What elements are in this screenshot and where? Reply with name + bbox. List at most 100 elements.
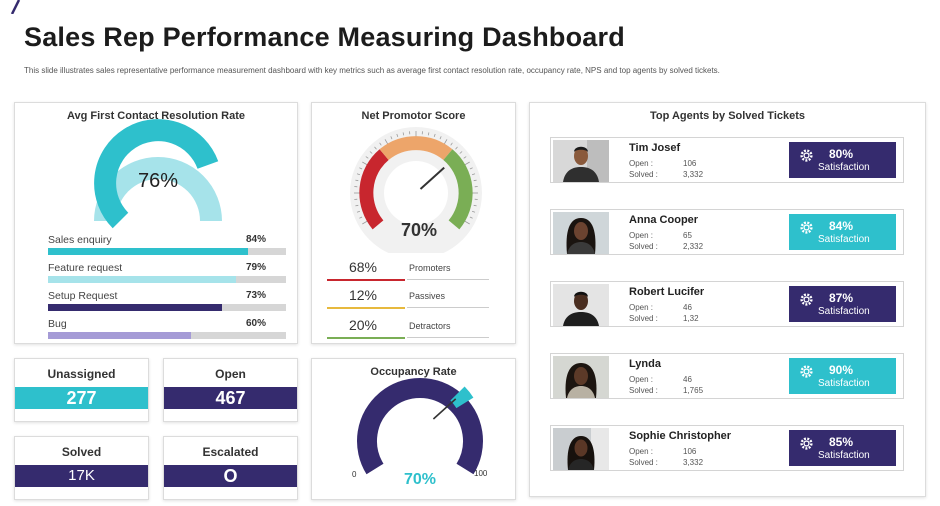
agent-photo (553, 212, 609, 254)
escalated-label: Escalated (202, 445, 259, 459)
unassigned-value: 277 (15, 387, 148, 409)
agent-solved-label: Solved : (629, 386, 658, 395)
nps-gauge-tick (362, 161, 368, 166)
agent-solved-label: Solved : (629, 458, 658, 467)
nps-card: Net Promotor Score 70% 68% Promoters 12%… (311, 102, 516, 344)
agent-open: Open : 46 (629, 303, 692, 312)
nps-gauge-tick (355, 179, 359, 182)
fcr-row-track (48, 304, 286, 311)
fcr-title: Avg First Contact Resolution Rate (66, 110, 246, 122)
nps-gauge-tick (374, 146, 377, 150)
satisfaction-label: Satisfaction (818, 450, 870, 461)
unassigned-label: Unassigned (47, 367, 116, 381)
nps-row-pct: 20% (348, 317, 378, 333)
agent-open: Open : 106 (629, 447, 696, 456)
nps-gauge-tick (359, 216, 363, 219)
occupancy-card: Occupancy Rate 0 100 70% (311, 358, 516, 500)
agent-solved-value: 1,32 (683, 314, 699, 323)
occupancy-gauge (357, 378, 483, 475)
nps-row-label: Detractors (409, 321, 451, 331)
nps-gauge-promoter-segment (443, 149, 473, 230)
fcr-gauge-fill (94, 119, 219, 229)
fcr-gauge-label: 76% (137, 170, 179, 192)
agent-solved: Solved : 1,765 (629, 386, 703, 395)
agent-open-label: Open : (629, 159, 654, 168)
fcr-row-label: Sales enquiry (48, 234, 112, 246)
agent-solved-value: 3,332 (683, 458, 704, 467)
agent-open-label: Open : (629, 375, 654, 384)
nps-gauge-tick (362, 220, 368, 225)
nps-gauge-ticks (354, 131, 478, 225)
corner-accent-icon (10, 0, 21, 14)
nps-gauge-needle (419, 166, 445, 190)
gear-icon (800, 365, 813, 378)
gear-icon (800, 437, 813, 450)
agent-row: Robert Lucifer Open : 46 Solved : 1,32 87%… (550, 281, 904, 327)
agent-solved: Solved : 2,332 (629, 242, 703, 251)
agent-row: Tim Josef Open : 106 Solved : 3,332 80% Sa… (550, 137, 904, 183)
nps-row-divider (407, 307, 489, 308)
fcr-row-label: Feature request (48, 262, 123, 274)
nps-gauge-tick (365, 156, 369, 159)
gear-icon (800, 293, 813, 306)
top-agents-card: Top Agents by Solved Tickets Tim Josef O… (529, 102, 926, 497)
nps-row-underline (327, 337, 405, 339)
nps-gauge-tick (359, 167, 363, 170)
agent-open-value: 46 (683, 375, 692, 384)
nps-gauge-hub (384, 161, 448, 225)
nps-gauge-tick (402, 132, 405, 136)
agent-solved-label: Solved : (629, 170, 658, 179)
nps-row-underline (327, 307, 405, 309)
nps-gauge-detractor-segment (359, 149, 389, 230)
agent-open-label: Open : (629, 303, 654, 312)
nps-gauge-tick (356, 210, 361, 213)
fcr-row-track (48, 276, 286, 283)
satisfaction-value: 85% (829, 435, 854, 449)
fcr-row-bug: Bug 60% (48, 318, 286, 346)
page-subtitle: This slide illustrates sales representat… (24, 66, 720, 75)
nps-gauge-tick (459, 151, 463, 154)
agent-open: Open : 65 (629, 231, 692, 240)
nps-gauge (350, 127, 482, 253)
occupancy-gauge-needle (432, 398, 457, 420)
agent-row: Sophie Christopher Open : 106 Solved : 3,3… (550, 425, 904, 471)
satisfaction-label: Satisfaction (818, 234, 870, 245)
satisfaction-badge: 80% Satisfaction (789, 142, 896, 178)
nps-gauge-label: 70% (400, 220, 438, 240)
agent-name: Anna Cooper (629, 214, 699, 226)
fcr-row-value: 73% (245, 290, 266, 301)
nps-gauge-tick (396, 133, 399, 138)
open-value: 467 (164, 387, 297, 409)
nps-gauge-tick (471, 210, 476, 213)
nps-gauge-passive-segment (379, 136, 453, 161)
occupancy-min-label: 0 (352, 470, 357, 479)
fcr-row-fill (48, 332, 191, 339)
agent-solved-label: Solved : (629, 314, 658, 323)
agent-solved-value: 2,332 (683, 242, 704, 251)
nps-row-passives: 12% Passives (327, 287, 489, 315)
unassigned-tile: Unassigned 277 (14, 358, 149, 422)
agent-solved-value: 3,332 (683, 170, 704, 179)
top-agents-title: Top Agents by Solved Tickets (649, 110, 806, 122)
nps-gauge-tick (433, 133, 436, 138)
occupancy-title: Occupancy Rate (370, 366, 457, 378)
occupancy-gauge-label: 70% (403, 471, 437, 488)
fcr-row-track (48, 248, 286, 255)
agent-open-value: 106 (683, 447, 697, 456)
nps-gauge-tick (455, 146, 458, 150)
nps-gauge-tick (443, 139, 448, 145)
fcr-row-value: 84% (245, 234, 266, 245)
fcr-row-feature: Feature request 79% (48, 262, 286, 290)
fcr-row-fill (48, 276, 237, 283)
agent-open-value: 46 (683, 303, 692, 312)
nps-gauge-tick (464, 220, 470, 225)
nps-gauge-tick (471, 173, 476, 176)
occupancy-gauge-track (357, 378, 483, 475)
nps-gauge-tick (356, 173, 361, 176)
escalated-value: O (164, 465, 297, 487)
agent-open-value: 65 (683, 231, 692, 240)
agent-solved: Solved : 3,332 (629, 458, 703, 467)
open-label: Open (215, 367, 246, 381)
nps-gauge-tick (469, 167, 473, 170)
fcr-row-label: Bug (48, 318, 67, 330)
